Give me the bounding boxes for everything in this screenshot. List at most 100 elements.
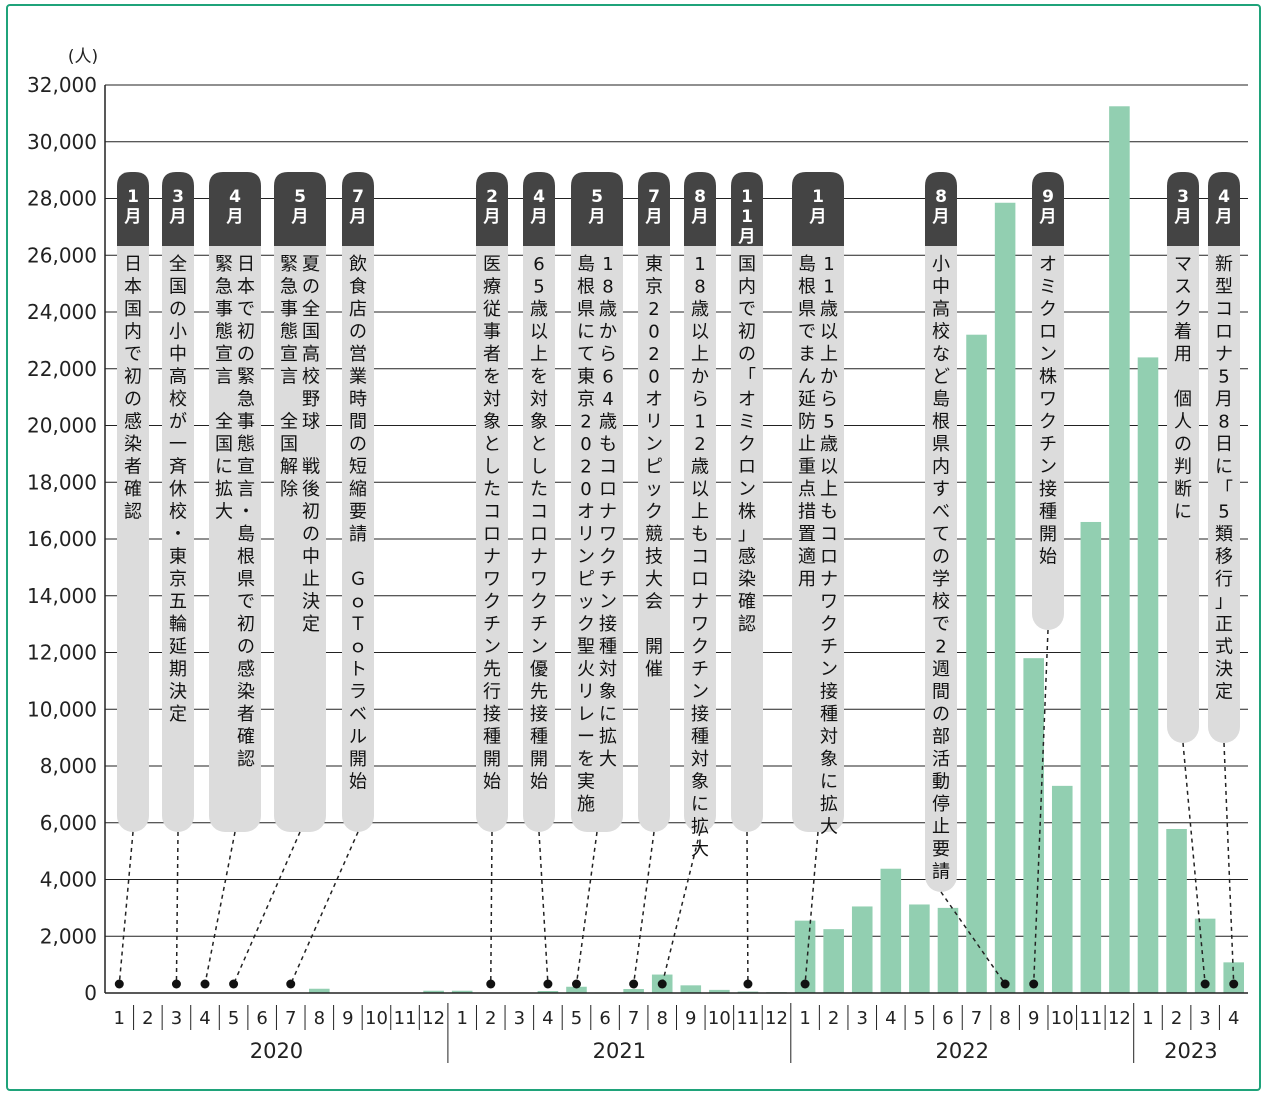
annotation-char: 縮 bbox=[349, 479, 367, 500]
annotation-char: 初 bbox=[738, 322, 756, 343]
annotation-char: か bbox=[820, 367, 838, 388]
annotation-char: ン bbox=[483, 637, 501, 658]
annotation-month-header bbox=[731, 172, 763, 246]
annotation-dot bbox=[743, 979, 753, 989]
annotation-char: 対 bbox=[483, 389, 501, 410]
x-tick-label: 4 bbox=[885, 1008, 896, 1029]
annotation-char: ク bbox=[1174, 299, 1192, 320]
annotation-char: な bbox=[932, 344, 950, 365]
annotation-char: 斉 bbox=[169, 457, 187, 478]
annotation-leader-line bbox=[1223, 742, 1235, 985]
annotation-char: 者 bbox=[237, 704, 255, 725]
annotation-char: で bbox=[798, 322, 816, 343]
annotation-char: 日 bbox=[1215, 434, 1233, 455]
annotation-char: 「 bbox=[1215, 479, 1233, 500]
annotation-leader-line bbox=[538, 831, 549, 985]
annotation-char: で bbox=[237, 299, 255, 320]
annotation-char: 8 bbox=[602, 277, 613, 298]
annotation-char: 一 bbox=[169, 434, 187, 455]
annotation-char: に bbox=[599, 704, 617, 725]
annotation-char: の bbox=[237, 637, 255, 658]
annotation-char: 火 bbox=[577, 659, 595, 680]
annotation-char: 国 bbox=[215, 434, 233, 455]
annotation-char: 店 bbox=[349, 299, 367, 320]
y-unit-label: (人) bbox=[68, 47, 98, 67]
annotation-char: の bbox=[932, 547, 950, 568]
annotation-char: の bbox=[1174, 434, 1192, 455]
annotation-char: を bbox=[577, 749, 595, 770]
annotation-char: ・ bbox=[169, 524, 187, 545]
annotation-char: チ bbox=[820, 637, 838, 658]
annotation-char: 染 bbox=[124, 434, 142, 455]
annotation-char: コ bbox=[691, 547, 709, 568]
annotation-char: 小 bbox=[169, 322, 187, 343]
annotation-char: 「 bbox=[738, 367, 756, 388]
annotation-char: 東 bbox=[645, 254, 663, 275]
annotation-char: 中 bbox=[932, 277, 950, 298]
annotation-char: 象 bbox=[691, 772, 709, 793]
bar bbox=[1194, 918, 1216, 993]
annotation-char: 6 bbox=[533, 254, 544, 275]
bar bbox=[709, 989, 730, 993]
annotation-char: 以 bbox=[820, 457, 838, 478]
annotation-char: 対 bbox=[691, 749, 709, 770]
annotation-char: 感 bbox=[738, 547, 756, 568]
y-tick-label: 32,000 bbox=[27, 73, 97, 97]
x-tick-label: 7 bbox=[285, 1008, 296, 1029]
annotation-char: ー bbox=[577, 727, 595, 748]
annotation-char: 全 bbox=[302, 299, 320, 320]
annotation-char: 2 bbox=[580, 457, 591, 478]
annotation-char: 五 bbox=[169, 592, 187, 613]
annotation-char: ッ bbox=[577, 592, 595, 613]
annotation-char: 開 bbox=[530, 749, 548, 770]
annotation-char: 療 bbox=[483, 277, 501, 298]
annotation-char: 決 bbox=[1215, 659, 1233, 680]
annotation-char: コ bbox=[1215, 299, 1233, 320]
y-tick-label: 16,000 bbox=[27, 527, 97, 551]
x-tick-label: 11 bbox=[394, 1008, 417, 1029]
annotation-leader-line bbox=[204, 831, 236, 985]
annotation-char: 根 bbox=[798, 277, 816, 298]
annotation-char: 月 bbox=[1215, 389, 1233, 410]
annotation-dot bbox=[114, 979, 124, 989]
annotation-char: 態 bbox=[215, 322, 233, 343]
annotation-char: 部 bbox=[932, 727, 950, 748]
annotation-char: 優 bbox=[530, 659, 548, 680]
annotation-char: 内 bbox=[932, 457, 950, 478]
annotation-leader-line bbox=[940, 891, 1006, 985]
annotation-month-char: 9 bbox=[1042, 187, 1054, 207]
annotation-char: 学 bbox=[932, 569, 950, 590]
x-tick-label: 1 bbox=[799, 1008, 810, 1029]
chart-frame bbox=[6, 4, 1261, 1091]
annotation-char: 球 bbox=[302, 412, 320, 433]
annotation-dot bbox=[1029, 979, 1039, 989]
annotation-char: 止 bbox=[932, 817, 950, 838]
bar bbox=[1137, 357, 1159, 993]
annotation-char: 始 bbox=[349, 772, 367, 793]
annotation-char: 宣 bbox=[237, 457, 255, 478]
annotation-char: 要 bbox=[349, 502, 367, 523]
annotation-char: 象 bbox=[483, 412, 501, 433]
annotation-char: ン bbox=[599, 592, 617, 613]
annotation-char: 間 bbox=[932, 682, 950, 703]
annotation-char: の bbox=[349, 322, 367, 343]
y-tick-label: 20,000 bbox=[27, 414, 97, 438]
annotation-dot bbox=[1000, 979, 1010, 989]
annotation-char: で bbox=[932, 614, 950, 635]
annotation-char: ロ bbox=[820, 547, 838, 568]
annotation-char: 歳 bbox=[599, 412, 617, 433]
annotation-char: ｏ bbox=[349, 592, 367, 613]
bar bbox=[994, 202, 1016, 994]
annotation-char: 緊 bbox=[237, 367, 255, 388]
bar bbox=[537, 991, 559, 993]
annotation-char: コ bbox=[599, 457, 617, 478]
annotation-char: 定 bbox=[169, 704, 187, 725]
annotation-char: 先 bbox=[530, 682, 548, 703]
annotation-char: 株 bbox=[1039, 367, 1057, 388]
annotation-leader-line bbox=[746, 831, 749, 985]
annotation-char: 歳 bbox=[820, 299, 838, 320]
annotation-month-header bbox=[638, 172, 670, 246]
annotation-char: 定 bbox=[1215, 682, 1233, 703]
annotation-leader-line bbox=[804, 831, 819, 985]
annotation-char: 6 bbox=[602, 367, 613, 388]
